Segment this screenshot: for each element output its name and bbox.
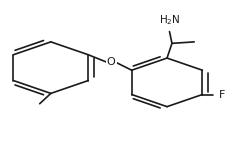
Text: F: F <box>218 90 225 99</box>
Text: H$_2$N: H$_2$N <box>159 13 180 27</box>
Text: O: O <box>107 57 116 68</box>
